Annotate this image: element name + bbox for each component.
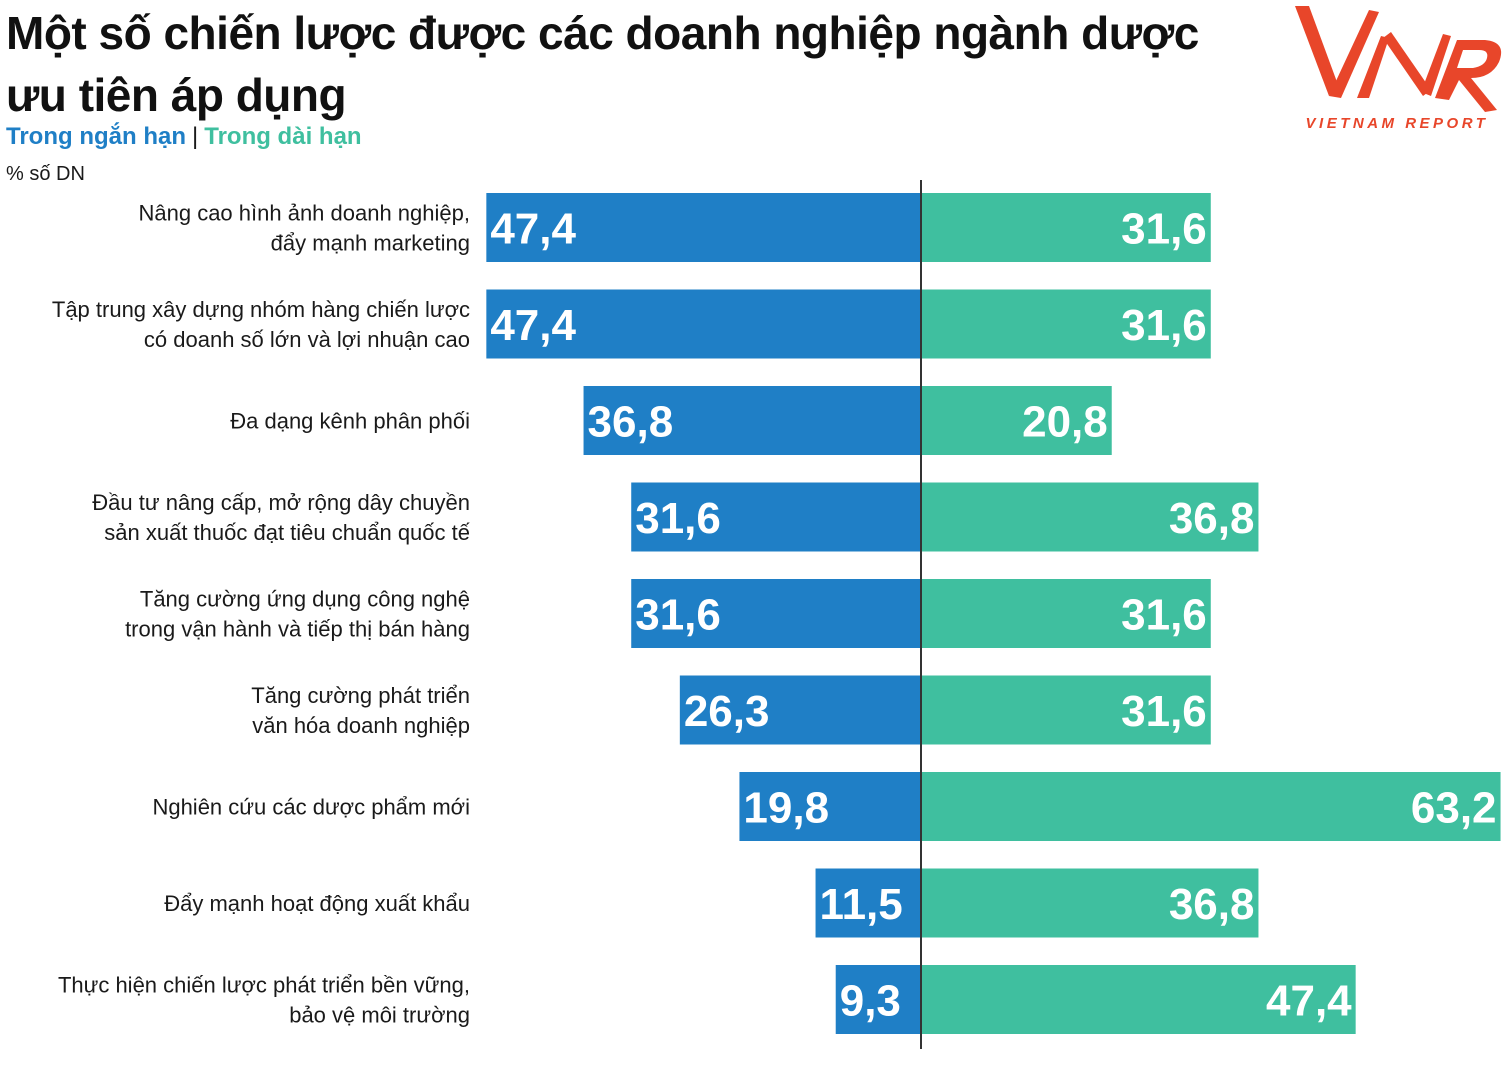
category-label: Đầu tư nâng cấp, mở rộng dây chuyền sản x… <box>92 490 470 545</box>
bar-short-term <box>739 772 921 841</box>
category-label: Thực hiện chiến lược phát triển bền vững… <box>58 973 470 1028</box>
value-label-short-term: 9,3 <box>840 977 901 1026</box>
bar-short-term <box>583 386 921 455</box>
bar-long-term <box>921 675 1211 745</box>
category-label: Nâng cao hình ảnh doanh nghiệp, đẩy mạnh … <box>138 201 470 256</box>
bar-long-term <box>921 386 1112 455</box>
value-label-long-term: 36,8 <box>1169 494 1255 543</box>
bar-long-term <box>921 868 1259 938</box>
bar-short-term <box>631 579 921 648</box>
category-label: Nghiên cứu các dược phẩm mới <box>152 795 470 820</box>
category-label: Tăng cường ứng dụng công nghệ trong vận h… <box>125 587 470 642</box>
value-label-long-term: 31,6 <box>1121 687 1207 736</box>
legend-short-term: Trong ngắn hạn <box>6 123 186 150</box>
bar-short-term <box>679 675 921 745</box>
value-label-long-term: 31,6 <box>1121 205 1207 254</box>
value-label-long-term: 63,2 <box>1411 784 1497 833</box>
bar-short-term <box>815 868 921 938</box>
bar-long-term <box>921 965 1356 1034</box>
value-label-long-term: 31,6 <box>1121 591 1207 640</box>
chart-title: Một số chiến lược được các doanh nghiệp … <box>6 2 1276 126</box>
category-label: Tập trung xây dựng nhóm hàng chiến lược c… <box>52 297 470 352</box>
category-label: Đa dạng kênh phân phối <box>230 409 470 434</box>
value-label-short-term: 31,6 <box>635 591 721 640</box>
value-label-long-term: 36,8 <box>1169 880 1255 929</box>
bar-long-term <box>921 772 1501 841</box>
bar-long-term <box>921 193 1211 262</box>
legend-separator: | <box>192 123 199 150</box>
value-label-long-term: 47,4 <box>1266 977 1352 1026</box>
chart-title-line-1: Một số chiến lược được các doanh nghiệp … <box>6 7 1199 59</box>
value-label-short-term: 26,3 <box>684 687 770 736</box>
legend: Trong ngắn hạn | Trong dài hạn <box>6 121 362 153</box>
vnr-logo-mark <box>1295 6 1502 112</box>
logo-text: VIETNAM REPORT <box>1305 115 1489 132</box>
value-label-short-term: 47,4 <box>490 205 576 254</box>
chart-title-line-2: ưu tiên áp dụng <box>6 69 347 121</box>
vietnam-report-logo: VIETNAM REPORT <box>1285 0 1509 140</box>
value-label-short-term: 11,5 <box>820 880 903 929</box>
value-label-long-term: 20,8 <box>1022 398 1108 447</box>
value-label-short-term: 36,8 <box>588 398 674 447</box>
value-label-short-term: 47,4 <box>490 301 576 350</box>
bar-long-term <box>921 482 1259 552</box>
legend-long-term: Trong dài hạn <box>204 123 362 150</box>
category-label: Tăng cường phát triển văn hóa doanh nghiệ… <box>251 683 470 738</box>
unit-label: % số DN <box>6 163 85 185</box>
value-label-short-term: 19,8 <box>743 784 829 833</box>
bar-short-term <box>835 965 921 1034</box>
bar-short-term <box>631 482 921 552</box>
value-label-long-term: 31,6 <box>1121 301 1207 350</box>
category-label: Đẩy mạnh hoạt động xuất khẩu <box>164 891 470 916</box>
value-label-short-term: 31,6 <box>635 494 721 543</box>
bar-long-term <box>921 289 1211 359</box>
bar-long-term <box>921 579 1211 648</box>
bar-short-term <box>486 289 921 359</box>
bar-short-term <box>486 193 921 262</box>
